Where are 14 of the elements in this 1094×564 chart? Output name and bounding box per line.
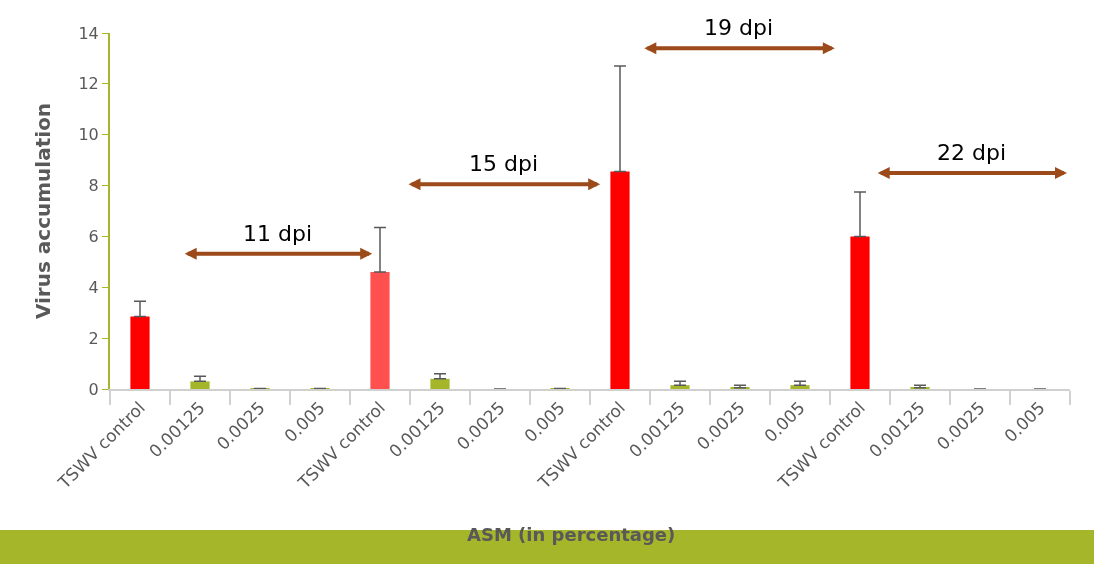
y-tick-label: 14 xyxy=(78,23,99,43)
y-tick-label: 0 xyxy=(88,379,99,399)
x-axis-title: ASM (in percentage) xyxy=(467,524,676,545)
annotation: 22 dpi xyxy=(937,140,1007,165)
annotation: 19 dpi xyxy=(704,15,774,40)
y-tick-label: 8 xyxy=(88,176,99,196)
y-tick-label: 4 xyxy=(88,277,99,297)
y-tick-label: 6 xyxy=(88,227,99,247)
annotation: 11 dpi xyxy=(243,221,313,246)
y-tick-label: 12 xyxy=(78,74,99,94)
annotation: 15 dpi xyxy=(469,151,539,176)
y-tick-label: 2 xyxy=(88,328,99,348)
y-tick-label: 10 xyxy=(78,125,99,145)
y-axis-title: Virus accumulation xyxy=(31,102,56,320)
